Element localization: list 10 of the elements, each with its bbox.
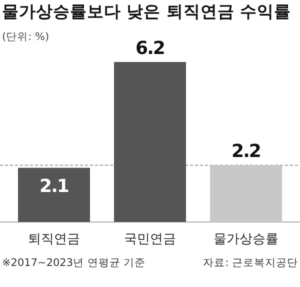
data-label: 2.1 xyxy=(40,176,69,197)
chart-subtitle: (단위: %) xyxy=(2,31,50,43)
data-label: 6.2 xyxy=(136,38,164,59)
text: ※2017~2023년 연평균 기준 xyxy=(2,257,146,269)
x-tick-label: 퇴직연금 xyxy=(28,232,80,247)
text: 자료: 근로복지공단 xyxy=(203,257,298,269)
chart-title: 물가상승률보다 낮은 퇴직연금 수익률 xyxy=(2,2,292,21)
x-tick-label: 국민연금 xyxy=(124,232,176,247)
x-tick-label: 물가상승률 xyxy=(214,232,278,247)
data-label: 2.2 xyxy=(232,141,260,162)
